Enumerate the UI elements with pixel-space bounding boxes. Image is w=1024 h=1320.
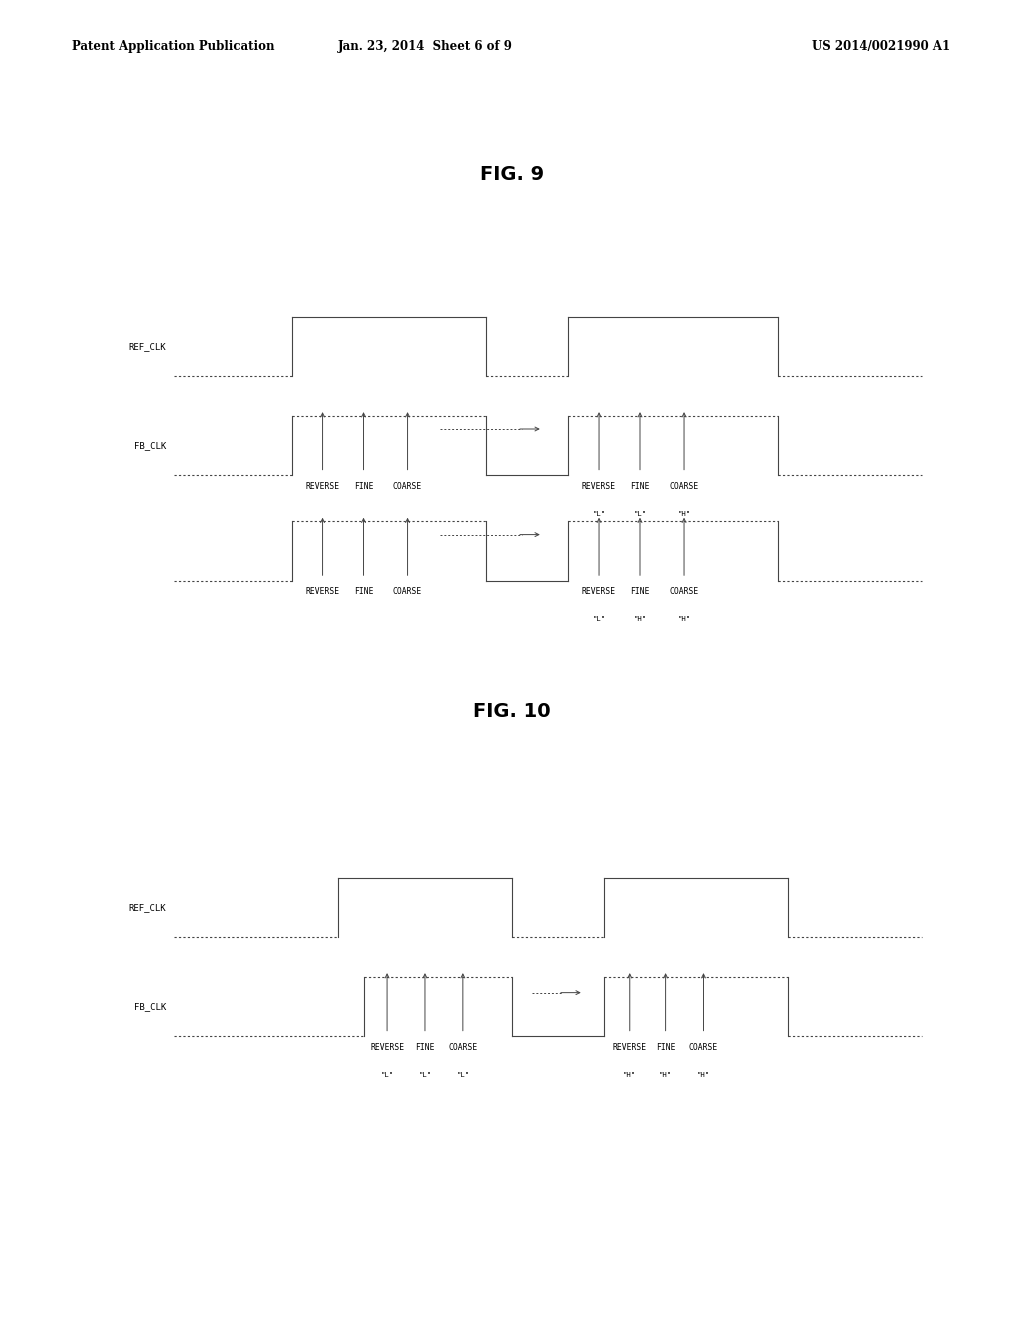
Text: "L": "L" — [593, 616, 605, 623]
Text: "H": "H" — [697, 1072, 710, 1078]
Text: Patent Application Publication: Patent Application Publication — [72, 40, 274, 53]
Text: COARSE: COARSE — [449, 1043, 477, 1052]
Text: FINE: FINE — [353, 482, 374, 491]
Text: COARSE: COARSE — [689, 1043, 718, 1052]
Text: "L": "L" — [381, 1072, 393, 1078]
Text: REVERSE: REVERSE — [612, 1043, 647, 1052]
Text: REF_CLK: REF_CLK — [128, 903, 166, 912]
Text: Jan. 23, 2014  Sheet 6 of 9: Jan. 23, 2014 Sheet 6 of 9 — [338, 40, 512, 53]
Text: "H": "H" — [678, 511, 690, 517]
Text: FINE: FINE — [630, 587, 650, 597]
Text: FIG. 9: FIG. 9 — [480, 165, 544, 183]
Text: FINE: FINE — [415, 1043, 435, 1052]
Text: "H": "H" — [624, 1072, 636, 1078]
Text: COARSE: COARSE — [670, 482, 698, 491]
Text: FB_CLK: FB_CLK — [134, 441, 166, 450]
Text: "L": "L" — [419, 1072, 431, 1078]
Text: "H": "H" — [634, 616, 646, 623]
Text: "H": "H" — [659, 1072, 672, 1078]
Text: "L": "L" — [593, 511, 605, 517]
Text: FB_CLK: FB_CLK — [134, 1002, 166, 1011]
Text: "H": "H" — [678, 616, 690, 623]
Text: FINE: FINE — [630, 482, 650, 491]
Text: REVERSE: REVERSE — [370, 1043, 404, 1052]
Text: REVERSE: REVERSE — [305, 482, 340, 491]
Text: FIG. 10: FIG. 10 — [473, 702, 551, 721]
Text: COARSE: COARSE — [670, 587, 698, 597]
Text: FINE: FINE — [353, 587, 374, 597]
Text: REF_CLK: REF_CLK — [128, 342, 166, 351]
Text: "L": "L" — [457, 1072, 469, 1078]
Text: FINE: FINE — [655, 1043, 676, 1052]
Text: REVERSE: REVERSE — [582, 482, 616, 491]
Text: "L": "L" — [634, 511, 646, 517]
Text: US 2014/0021990 A1: US 2014/0021990 A1 — [812, 40, 949, 53]
Text: REVERSE: REVERSE — [582, 587, 616, 597]
Text: COARSE: COARSE — [393, 587, 422, 597]
Text: COARSE: COARSE — [393, 482, 422, 491]
Text: REVERSE: REVERSE — [305, 587, 340, 597]
